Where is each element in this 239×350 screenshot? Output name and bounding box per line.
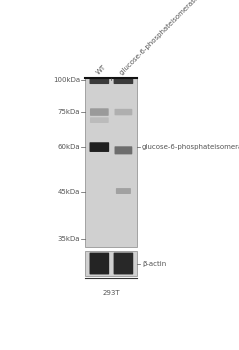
Text: 35kDa: 35kDa — [57, 236, 80, 242]
FancyBboxPatch shape — [90, 117, 109, 123]
FancyBboxPatch shape — [114, 146, 132, 154]
Text: 45kDa: 45kDa — [58, 189, 80, 195]
Text: glucose-6-phosphateisomerase KD: glucose-6-phosphateisomerase KD — [119, 0, 209, 76]
Text: 60kDa: 60kDa — [57, 144, 80, 150]
Bar — [85, 251, 137, 276]
FancyBboxPatch shape — [90, 253, 109, 274]
Text: 75kDa: 75kDa — [57, 109, 80, 115]
Text: 100kDa: 100kDa — [53, 77, 80, 83]
FancyBboxPatch shape — [90, 78, 109, 84]
Bar — [85, 78, 137, 247]
FancyBboxPatch shape — [90, 142, 109, 152]
FancyBboxPatch shape — [116, 188, 131, 194]
Text: β-actin: β-actin — [142, 260, 166, 267]
FancyBboxPatch shape — [114, 253, 133, 274]
FancyBboxPatch shape — [114, 109, 132, 115]
Text: 293T: 293T — [103, 290, 120, 296]
FancyBboxPatch shape — [114, 78, 133, 84]
FancyBboxPatch shape — [90, 108, 109, 116]
Text: WT: WT — [95, 64, 107, 76]
Text: glucose-6-phosphateisomerase: glucose-6-phosphateisomerase — [142, 144, 239, 150]
